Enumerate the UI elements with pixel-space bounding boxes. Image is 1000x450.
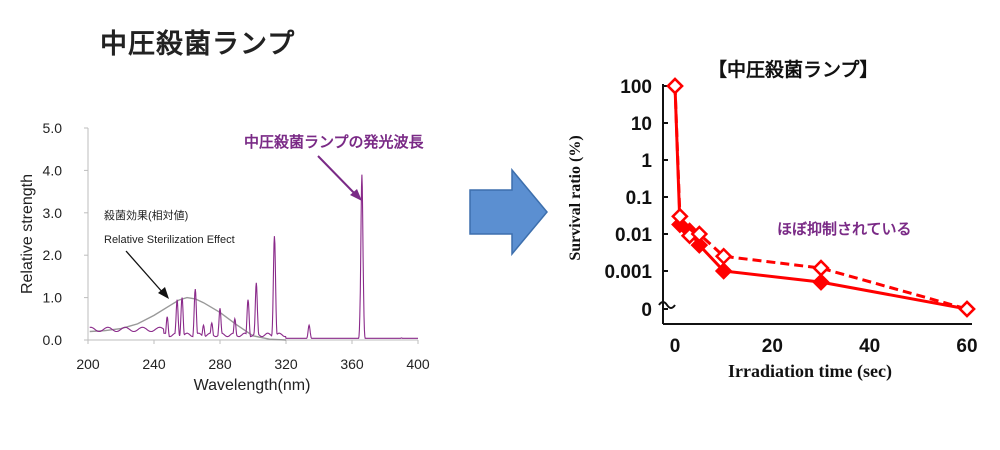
survival-marker-solid [690, 236, 709, 254]
spectrum-y-tick-label: 4.0 [43, 162, 63, 178]
spectrum-y-tick-label: 1.0 [43, 290, 63, 306]
spectrum-y-axis-label: Relative strength [19, 174, 36, 294]
spectrum-x-tick-label: 360 [340, 356, 364, 372]
survival-chart: 【中圧殺菌ランプ】 100 10 1 0.1 0.01 0.001 0 0 20 40 60 Su… [567, 58, 978, 382]
emission-annotation-arrow [317, 155, 358, 197]
survival-y-ticks: 100 10 1 0.1 0.01 0.001 0 [604, 77, 668, 321]
survival-marker-solid [812, 273, 830, 291]
survival-marker-dashed [666, 77, 684, 95]
spectrum-y-tick-label: 3.0 [43, 205, 63, 221]
survival-y-tick-label: 0.01 [615, 225, 652, 246]
survival-y-tick-label: 0 [641, 300, 652, 321]
survival-y-tick-label: 1 [641, 151, 652, 172]
survival-x-tick-label: 20 [762, 336, 783, 357]
spectrum-x-tick-label: 280 [208, 356, 232, 372]
sterilization-annotation-jp: 殺菌効果(相対値) [104, 208, 188, 222]
survival-y-tick-label: 0.1 [626, 188, 653, 209]
spectrum-y-tick-label: 2.0 [43, 247, 63, 263]
emission-arrowhead [350, 189, 362, 201]
survival-marker-dashed [958, 300, 976, 318]
spectrum-y-ticks: 0.0 1.0 2.0 3.0 4.0 5.0 [43, 120, 88, 348]
survival-y-tick-label: 100 [620, 77, 652, 98]
survival-y-tick-label: 0.001 [604, 262, 652, 283]
survival-marker-dashed [671, 207, 689, 226]
survival-y-tick-label: 10 [631, 114, 652, 135]
survival-x-tick-label: 0 [670, 336, 681, 357]
survival-y-axis-label: Survival ratio (%) [567, 135, 584, 260]
survival-chart-title: 【中圧殺菌ランプ】 [708, 58, 878, 81]
survival-marker-dashed [690, 225, 709, 243]
spectrum-y-tick-label: 5.0 [43, 120, 63, 136]
spectrum-series [89, 174, 418, 341]
spectrum-y-tick-label: 0.0 [43, 332, 63, 348]
survival-marker-solid [714, 262, 733, 280]
survival-x-ticks: 0 20 40 60 [670, 336, 978, 357]
sterilization-annotation-en: Relative Sterilization Effect [104, 234, 235, 246]
survival-x-axis-label: Irradiation time (sec) [728, 361, 892, 382]
flow-arrow [469, 167, 548, 257]
emission-spectrum-line [89, 174, 418, 339]
spectrum-x-tick-label: 320 [274, 356, 298, 372]
spectrum-x-axis-label: Wavelength(nm) [194, 377, 311, 394]
spectrum-chart: 0.0 1.0 2.0 3.0 4.0 5.0 200 240 280 320 360 400 Re… [19, 120, 430, 394]
spectrum-x-ticks: 200 240 280 320 360 400 [76, 340, 430, 372]
survival-x-tick-label: 60 [956, 336, 977, 357]
spectrum-x-tick-label: 400 [406, 356, 430, 372]
sterilization-arrow [125, 250, 165, 295]
spectrum-x-tick-label: 240 [142, 356, 166, 372]
survival-x-tick-label: 40 [859, 336, 880, 357]
page-title: 中圧殺菌ランプ [100, 29, 296, 60]
emission-annotation: 中圧殺菌ランプの発光波長 [244, 133, 425, 151]
survival-marker-dashed [812, 259, 830, 277]
sterilization-arrowhead [158, 287, 169, 299]
survival-series [666, 77, 976, 318]
survival-marker-dashed [714, 247, 733, 266]
axis-break-mark [658, 301, 676, 309]
suppression-annotation: ほぼ抑制されている [777, 220, 912, 238]
spectrum-x-tick-label: 200 [76, 356, 100, 372]
